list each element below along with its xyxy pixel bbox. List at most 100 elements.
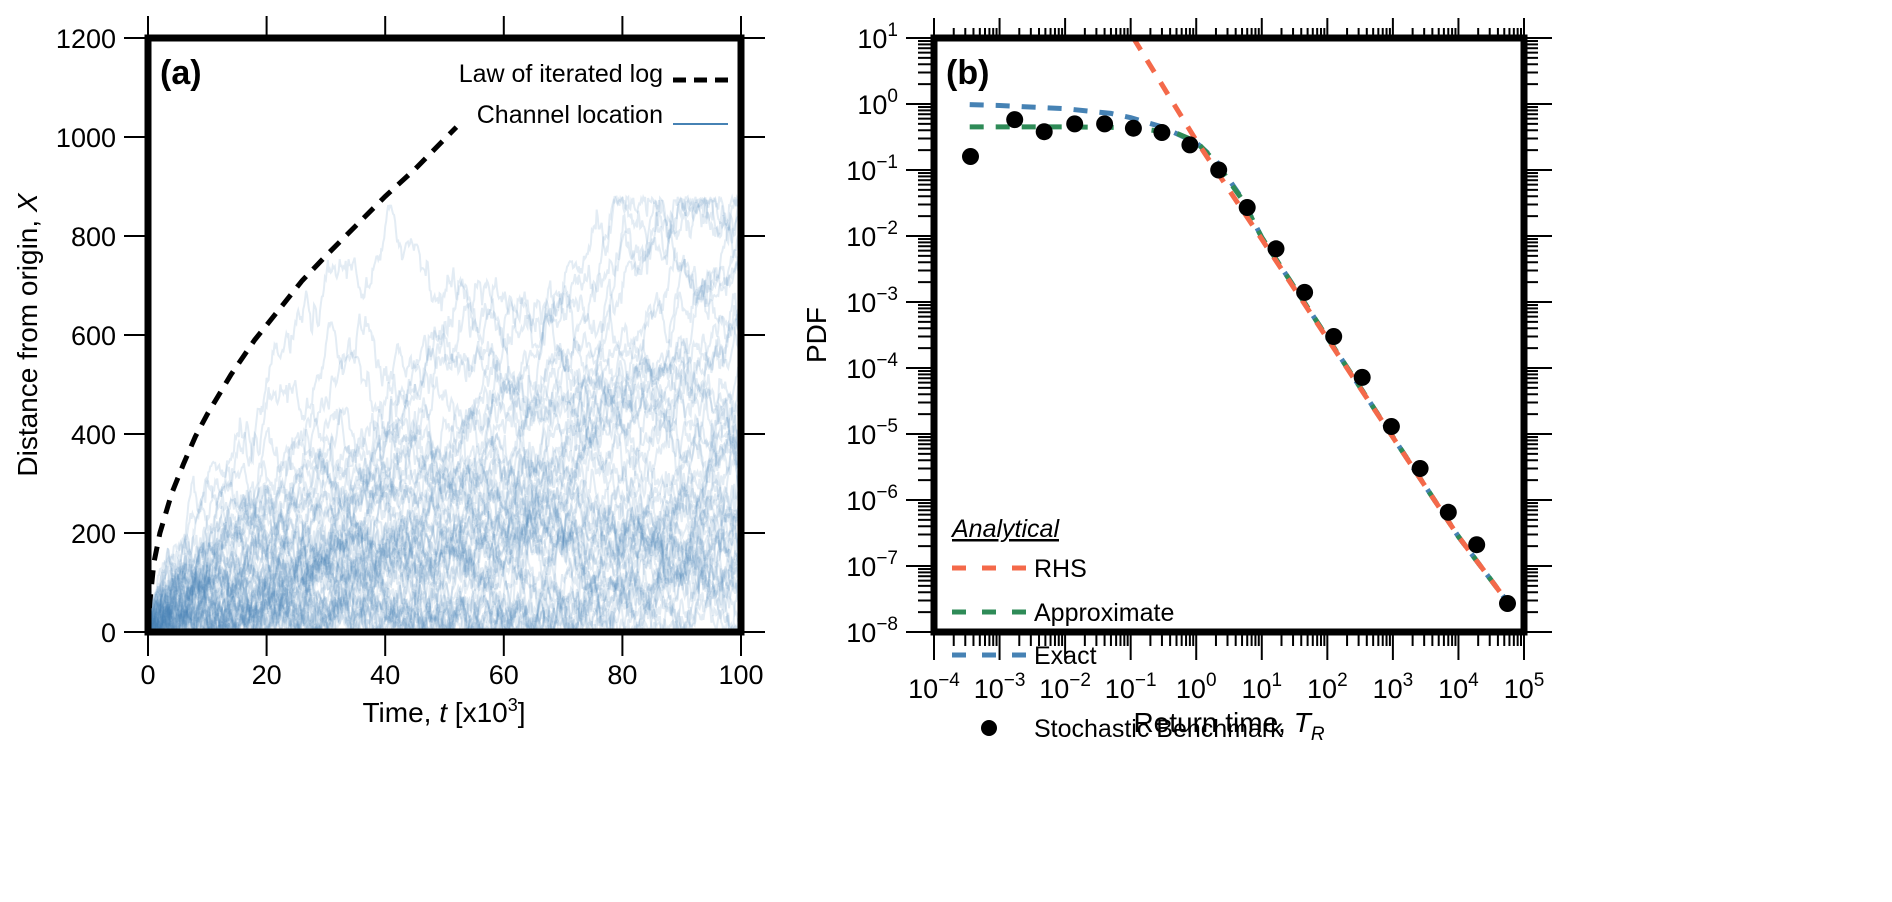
analytical-lines <box>969 36 1512 607</box>
panel-b-label: (b) <box>946 54 989 92</box>
channel-location-trace <box>147 195 742 634</box>
legend-label-rhs: RHS <box>1034 555 1087 583</box>
y-axis-label-b: PDF <box>801 307 832 363</box>
channel-location-trace <box>147 397 742 635</box>
stochastic-benchmark-point <box>1124 119 1142 137</box>
channel-location-trace <box>147 509 742 636</box>
stochastic-benchmark-points <box>962 111 1516 612</box>
y-tick-label: 10−6 <box>846 482 898 516</box>
stochastic-benchmark-point <box>1439 503 1457 521</box>
stochastic-benchmark-point <box>1325 328 1343 345</box>
channel-location-trace <box>147 193 742 636</box>
legend-label-law-of-iterated-log: Law of iterated log <box>459 60 663 88</box>
y-tick-label: 10−8 <box>846 614 898 648</box>
channel-location-trace <box>147 510 742 635</box>
stochastic-benchmark-point <box>1066 115 1084 133</box>
channel-location-trace <box>147 448 742 636</box>
channel-location-trace <box>147 430 742 635</box>
channel-location-trace <box>147 552 742 636</box>
channel-location-trace <box>147 425 742 633</box>
channel-location-trace <box>147 481 742 635</box>
y-tick-label: 400 <box>71 420 116 450</box>
legend-marker-stochastic <box>981 720 997 736</box>
stochastic-benchmark-point <box>1468 536 1486 554</box>
law-of-iterated-log-line <box>145 125 459 633</box>
y-tick-label: 800 <box>71 222 116 252</box>
y-tick-label: 10−4 <box>846 350 898 384</box>
panel-b: 10−4 10−3 10−2 10−1 100 101 102 103 104 105 10110… <box>801 18 1552 745</box>
y-tick-label: 1200 <box>56 24 116 54</box>
y-tick-label: 600 <box>71 321 116 351</box>
channel-location-trace <box>147 485 742 635</box>
channel-location-trace <box>147 324 742 634</box>
x-tick-label: 10−2 <box>1039 670 1091 704</box>
x-tick-label: 100 <box>1176 670 1217 704</box>
channel-location-trace <box>147 235 742 634</box>
stochastic-benchmark-point <box>1382 418 1400 435</box>
stochastic-benchmark-point <box>1181 136 1199 154</box>
channel-location-trace <box>147 397 742 633</box>
channel-location-trace <box>147 292 742 634</box>
channel-location-traces <box>147 193 742 636</box>
y-tick-label: 1000 <box>56 123 116 153</box>
stochastic-benchmark-point <box>1006 111 1024 129</box>
channel-location-trace <box>147 460 742 634</box>
x-tick-label: 60 <box>489 660 519 690</box>
channel-location-trace <box>147 247 742 635</box>
legend-label-exact: Exact <box>1034 642 1097 670</box>
channel-location-trace <box>147 341 742 634</box>
x-tick-label: 102 <box>1307 670 1348 704</box>
legend-label-channel-location: Channel location <box>477 101 663 129</box>
y-tick-label: 10−1 <box>846 152 898 186</box>
channel-location-trace <box>147 439 742 635</box>
channel-location-trace <box>147 520 742 635</box>
stochastic-benchmark-point <box>1267 240 1285 258</box>
channel-location-trace <box>147 457 742 636</box>
y-tick-label: 100 <box>857 86 898 120</box>
channel-location-trace <box>147 204 742 634</box>
x-axis-ticks: 0 20 40 60 80 100 <box>140 16 764 690</box>
y-axis-label-a: Distance from origin, X <box>12 192 43 477</box>
channel-location-trace <box>147 436 742 633</box>
stochastic-benchmark-point <box>1353 368 1371 386</box>
x-axis-label-b: Return time, TR <box>1133 707 1324 745</box>
y-tick-label: 10−7 <box>846 548 898 582</box>
x-tick-label: 80 <box>607 660 637 690</box>
stochastic-benchmark-point <box>962 148 979 165</box>
x-axis-ticks-log: 10−4 10−3 10−2 10−1 100 101 102 103 104 105 <box>908 18 1544 704</box>
stochastic-benchmark-point <box>1096 115 1114 133</box>
x-tick-label: 103 <box>1373 670 1414 704</box>
y-tick-label: 10−3 <box>846 284 898 318</box>
channel-location-trace <box>147 373 742 636</box>
panel-a-legend: Law of iterated log Channel location <box>459 60 728 129</box>
channel-location-trace <box>147 195 742 633</box>
channel-location-trace <box>147 348 742 633</box>
channel-location-trace <box>147 384 742 634</box>
stochastic-benchmark-point <box>1153 124 1171 141</box>
channel-location-trace <box>147 512 742 636</box>
panel-b-frame <box>930 34 1528 636</box>
channel-location-trace <box>147 364 742 634</box>
channel-location-trace <box>147 249 742 635</box>
y-tick-label: 10−2 <box>846 218 898 252</box>
channel-location-trace <box>147 504 742 636</box>
stochastic-benchmark-point <box>1499 595 1516 612</box>
x-tick-label: 10−1 <box>1105 670 1157 704</box>
legend-title-analytical: Analytical <box>950 515 1060 543</box>
stochastic-benchmark-point <box>1035 123 1053 141</box>
y-axis-ticks-log: 101 100 10−1 10−2 10−3 10−4 10−5 10−6 10−7 10−8 <box>846 20 1552 648</box>
x-tick-label: 10−3 <box>974 670 1026 704</box>
x-tick-label: 105 <box>1504 670 1545 704</box>
y-tick-label: 0 <box>101 618 116 648</box>
channel-location-trace <box>147 507 742 635</box>
y-tick-label: 101 <box>857 20 898 54</box>
x-axis-label-a: Time, t [x103] <box>362 695 525 728</box>
x-tick-label: 0 <box>140 660 155 690</box>
x-tick-label: 104 <box>1438 670 1479 704</box>
channel-location-trace <box>147 514 742 636</box>
stochastic-benchmark-point <box>1411 460 1429 477</box>
x-tick-label: 40 <box>370 660 400 690</box>
panel-a: 0 20 40 60 80 100 0 200 400 600 800 1000 1200 (a) L… <box>12 16 765 728</box>
stochastic-benchmark-point <box>1296 283 1314 301</box>
